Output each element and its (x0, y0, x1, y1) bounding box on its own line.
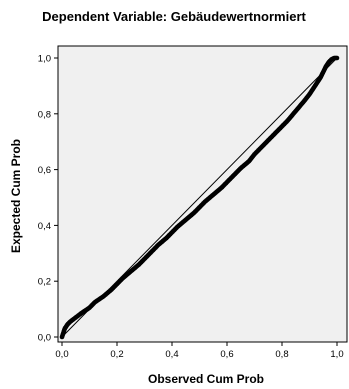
x-axis-ticks: 0,0 0,2 0,4 0,6 0,8 1,0 (55, 342, 344, 360)
chart-title: Dependent Variable: Gebäudewertnormiert (42, 9, 306, 24)
data-points (59, 55, 340, 340)
y-axis-ticks: 0,0 0,2 0,4 0,6 0,8 1,0 (38, 54, 58, 344)
x-tick-label: 0,6 (220, 349, 233, 360)
x-axis-label: Observed Cum Prob (148, 372, 264, 386)
y-tick-label: 0,8 (38, 109, 51, 120)
x-tick-label: 1,0 (330, 349, 343, 360)
y-tick-label: 1,0 (38, 54, 51, 65)
y-tick-label: 0,6 (38, 165, 51, 176)
x-tick-label: 0,8 (275, 349, 288, 360)
x-tick-label: 0,0 (55, 349, 68, 360)
x-tick-label: 0,4 (165, 349, 178, 360)
y-axis-label: Expected Cum Prob (9, 139, 23, 253)
y-tick-label: 0,4 (38, 221, 51, 232)
x-tick-label: 0,2 (110, 349, 123, 360)
y-tick-label: 0,0 (38, 333, 51, 344)
y-tick-label: 0,2 (38, 277, 51, 288)
data-point (334, 55, 340, 61)
